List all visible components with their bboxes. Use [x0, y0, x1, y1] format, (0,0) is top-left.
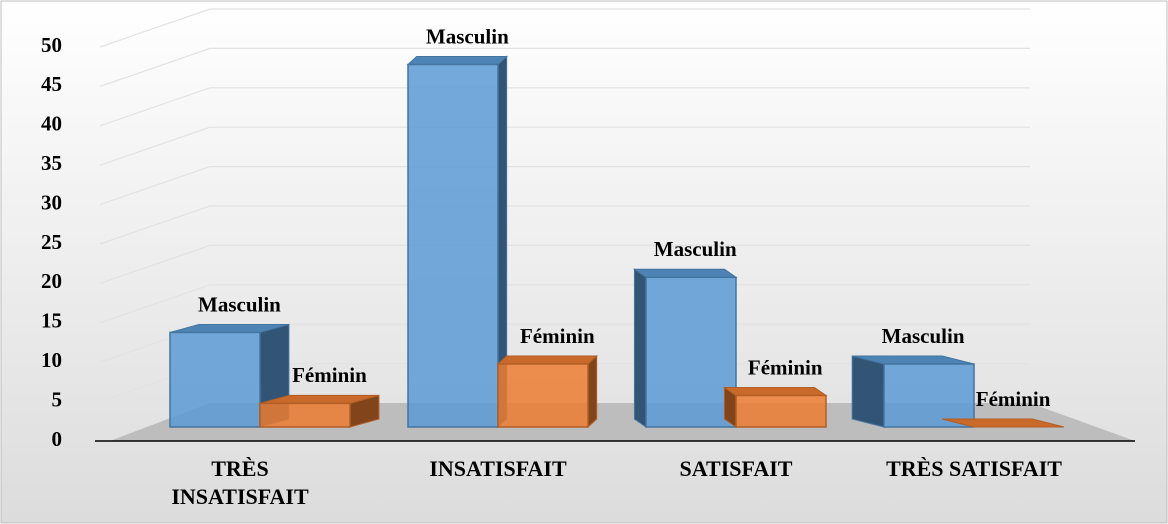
bar-top	[632, 268, 738, 278]
grid-line	[99, 205, 1030, 245]
bar	[632, 268, 738, 428]
bar-top	[496, 355, 598, 365]
data-label: Masculin	[426, 24, 509, 48]
bar-front	[497, 363, 589, 428]
data-label: Féminin	[292, 363, 367, 387]
bar	[406, 55, 508, 429]
bar-top	[406, 56, 508, 66]
x-tick-label: INSATISFAIT	[429, 456, 567, 481]
x-tick-label: TRÈS SATISFAIT	[886, 456, 1062, 481]
grid-line	[99, 8, 1030, 48]
bar-front	[883, 363, 975, 428]
bar-side	[633, 268, 647, 428]
bar	[259, 394, 380, 428]
bar-front	[645, 276, 737, 428]
bar	[942, 418, 1065, 428]
y-tick-label: 15	[41, 309, 62, 333]
y-tick-label: 0	[52, 427, 63, 451]
bar	[496, 354, 598, 429]
y-tick-label: 20	[41, 269, 62, 293]
bar-side	[587, 354, 598, 429]
bar-front	[169, 331, 261, 428]
y-tick-label: 25	[41, 230, 62, 254]
grid-line	[99, 47, 1030, 87]
bar-top	[942, 418, 1065, 428]
bar-front	[407, 63, 499, 428]
grid-line	[99, 87, 1030, 127]
y-tick-label: 5	[52, 387, 63, 411]
data-label: Féminin	[976, 387, 1051, 411]
bar	[851, 355, 975, 428]
data-label: Féminin	[520, 324, 595, 348]
grid-line	[99, 284, 1030, 324]
y-tick-label: 30	[41, 190, 62, 214]
bar-front	[735, 394, 827, 428]
grid-line	[99, 126, 1030, 166]
bar-front	[259, 402, 351, 428]
x-tick-label: SATISFAIT	[679, 456, 793, 481]
x-tick-label: TRÈS INSATISFAIT	[171, 456, 309, 509]
data-label: Féminin	[748, 355, 823, 379]
bar	[722, 386, 828, 428]
data-label: Masculin	[654, 237, 737, 261]
y-tick-label: 35	[41, 151, 62, 175]
y-tick-label: 40	[41, 112, 62, 136]
y-tick-label: 50	[41, 33, 62, 57]
bar-side	[851, 355, 885, 428]
grid-line	[99, 166, 1030, 206]
data-label: Masculin	[198, 292, 281, 316]
data-label: Masculin	[882, 324, 965, 348]
bar-top	[722, 386, 828, 396]
grid-line	[99, 244, 1030, 284]
y-tick-label: 10	[41, 348, 62, 372]
y-tick-label: 45	[41, 72, 62, 96]
